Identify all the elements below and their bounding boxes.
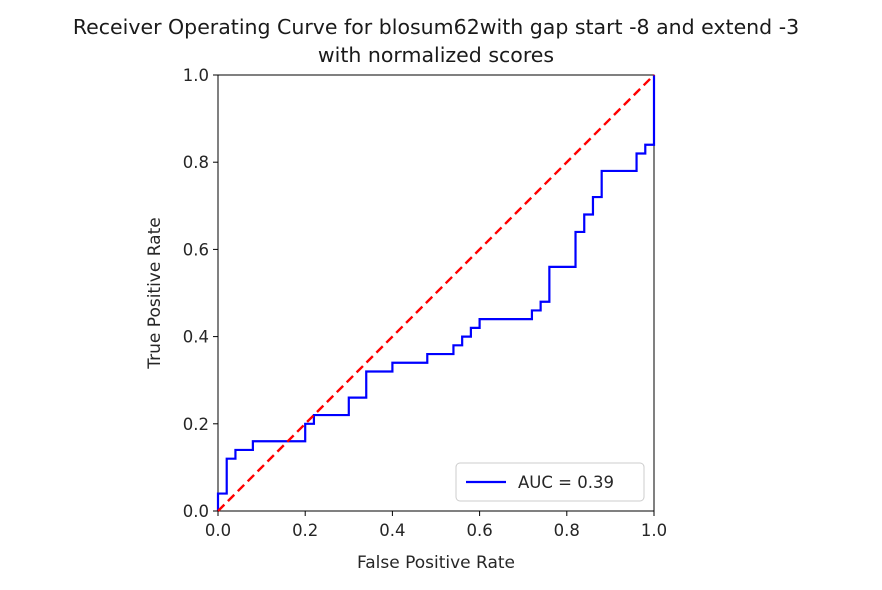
y-tick-label: 1.0: [183, 66, 209, 85]
series-group: [216, 74, 656, 512]
y-tick-label: 0.4: [183, 328, 209, 347]
y-tick-label: 0.8: [183, 153, 209, 172]
legend-label: AUC = 0.39: [518, 473, 614, 492]
x-axis-ticks: 0.0 0.2 0.4 0.6 0.8 1.0: [205, 511, 667, 540]
x-tick-label: 1.0: [641, 521, 667, 540]
x-tick-label: 0.8: [554, 521, 580, 540]
y-tick-label: 0.6: [183, 240, 209, 259]
chart-title-line-2: with normalized scores: [318, 43, 554, 67]
y-tick-label: 0.2: [183, 415, 209, 434]
y-tick-label: 0.0: [183, 502, 209, 521]
x-tick-label: 0.4: [379, 521, 405, 540]
y-axis-ticks: 0.0 0.2 0.4 0.6 0.8 1.0: [183, 66, 218, 521]
x-tick-label: 0.0: [205, 521, 231, 540]
chart-title: Receiver Operating Curve for blosum62wit…: [73, 15, 799, 67]
x-axis-label: False Positive Rate: [357, 553, 515, 573]
x-tick-label: 0.2: [292, 521, 318, 540]
x-tick-label: 0.6: [466, 521, 492, 540]
chart-title-line-1: Receiver Operating Curve for blosum62wit…: [73, 15, 799, 39]
y-axis-label: True Positive Rate: [145, 217, 165, 369]
legend-box: [455, 462, 645, 502]
diagonal-reference-line: [217, 74, 655, 512]
legend: AUC = 0.39: [455, 462, 645, 502]
roc-curve-line: [216, 75, 656, 511]
